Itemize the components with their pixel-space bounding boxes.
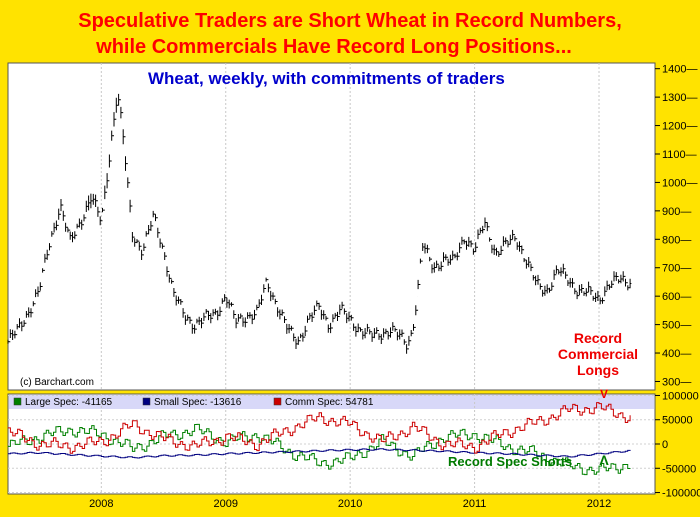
arrow-down-marker: V (600, 387, 608, 401)
cot-y-tick-label: 0 (662, 439, 668, 451)
cot-y-tick-label: -100000 (662, 488, 700, 500)
annotation-record-commercial: Longs (577, 362, 619, 378)
price-y-tick-label: 1300— (662, 92, 697, 104)
price-y-tick-label: 1100— (662, 149, 697, 161)
x-tick-label: 2010 (338, 498, 362, 510)
legend-label: Comm Spec: 54781 (285, 397, 374, 408)
chart-title: Wheat, weekly, with commitments of trade… (148, 69, 505, 88)
cot-series-line-2 (8, 448, 631, 459)
price-y-tick-label: 800— (662, 234, 691, 246)
cot-y-tick-label: 100000 (662, 390, 699, 402)
annotation-record-commercial: Record (574, 330, 622, 346)
price-y-tick-label: 1400— (662, 64, 697, 76)
legend-label: Small Spec: -13616 (154, 397, 242, 408)
price-y-tick-label: 600— (662, 291, 691, 303)
headline-line-1: Speculative Traders are Short Wheat in R… (78, 10, 622, 32)
source-label: (c) Barchart.com (20, 377, 94, 388)
cot-series-line-3 (8, 402, 631, 454)
annotation-record-commercial: Commercial (558, 346, 638, 362)
price-y-tick-label: 900— (662, 206, 691, 218)
cot-y-tick-label: -50000 (662, 463, 696, 475)
price-y-tick-label: 300— (662, 376, 691, 388)
legend-label: Large Spec: -41165 (25, 397, 113, 408)
price-y-tick-label: 700— (662, 263, 691, 275)
x-tick-label: 2008 (89, 498, 113, 510)
arrow-up-marker: Λ (599, 452, 609, 468)
price-y-tick-label: 400— (662, 348, 691, 360)
headline-line-2: while Commercials Have Record Long Posit… (96, 36, 572, 58)
x-tick-label: 2011 (463, 498, 487, 510)
x-tick-label: 2012 (587, 498, 611, 510)
cot-legend-band (9, 395, 654, 409)
cot-series-line-1 (8, 423, 631, 476)
x-tick-label: 2009 (213, 498, 237, 510)
price-y-tick-label: 500— (662, 320, 691, 332)
cot-panel (7, 393, 656, 495)
price-panel (7, 62, 656, 391)
legend-swatch (142, 397, 151, 406)
annotation-record-spec-shorts: Record Spec Shorts (448, 454, 572, 469)
price-y-tick-label: 1000— (662, 177, 697, 189)
legend-swatch (273, 397, 282, 406)
cot-y-tick-label: 50000 (662, 415, 693, 427)
legend-swatch (13, 397, 22, 406)
price-y-tick-label: 1200— (662, 121, 697, 133)
